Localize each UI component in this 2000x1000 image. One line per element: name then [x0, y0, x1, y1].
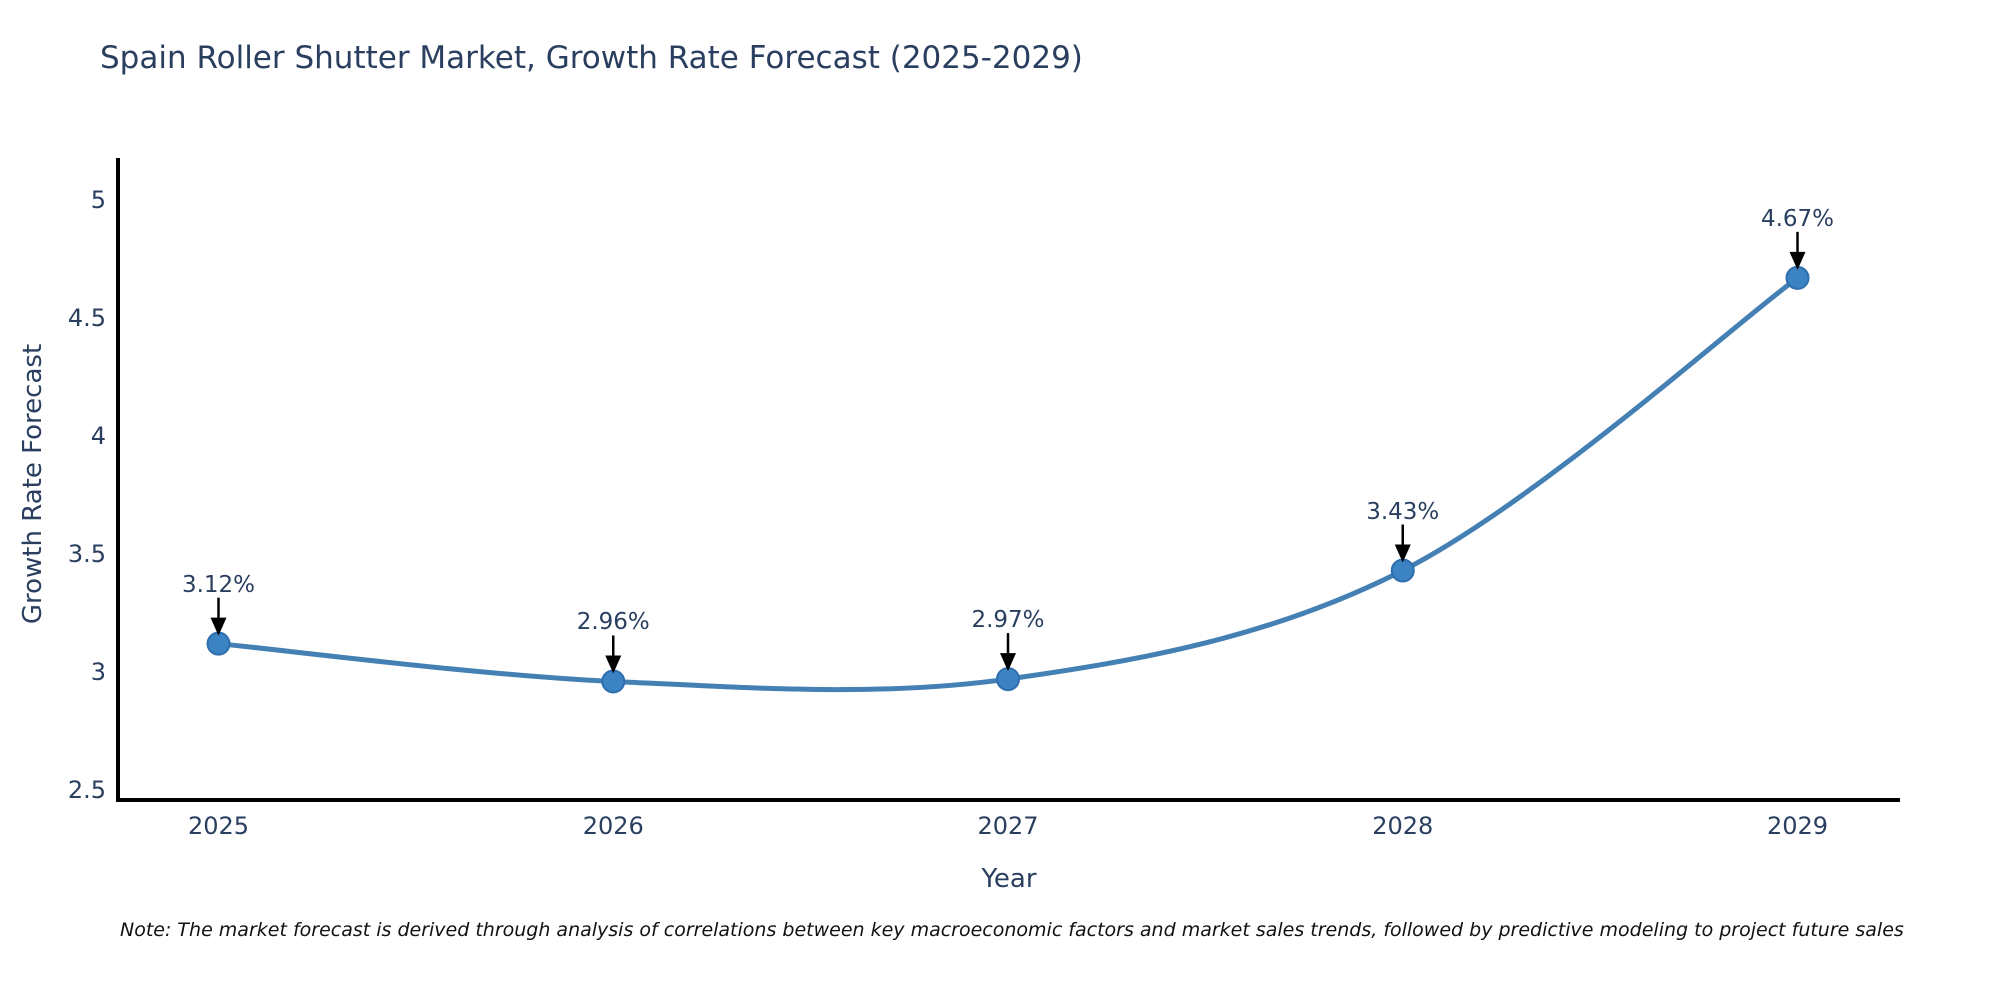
- forecast-line: [216, 275, 1800, 693]
- data-point-label: 3.12%: [181, 571, 256, 598]
- annotation-arrowhead-icon: [210, 617, 227, 636]
- x-axis-title: Year: [981, 864, 1037, 894]
- x-tick-label: 2029: [1766, 812, 1829, 840]
- data-point-marker[interactable]: [1390, 558, 1415, 583]
- x-tick-label: 2026: [582, 812, 644, 840]
- footnote: Note: The market forecast is derived thr…: [120, 919, 1904, 941]
- x-tick-label: 2028: [1372, 812, 1434, 840]
- data-point-label: 4.67%: [1760, 205, 1835, 232]
- y-tick-label: 3.5: [67, 540, 106, 568]
- y-tick-label: 2.5: [67, 776, 106, 804]
- y-tick-label: 5: [90, 186, 106, 214]
- data-point-marker[interactable]: [996, 667, 1020, 692]
- x-tick-label: 2027: [977, 812, 1039, 840]
- data-point-label: 3.43%: [1366, 498, 1440, 525]
- y-tick-label: 4: [90, 422, 106, 450]
- data-point-label: 2.96%: [576, 609, 650, 636]
- chart-title: Spain Roller Shutter Market, Growth Rate…: [100, 40, 1083, 76]
- y-tick-label: 4.5: [67, 304, 106, 332]
- annotation-arrowhead-icon: [1394, 544, 1411, 563]
- y-tick-label: 3: [90, 658, 106, 686]
- data-point-marker[interactable]: [206, 631, 231, 656]
- annotation-arrowhead-icon: [1789, 251, 1806, 270]
- x-tick-label: 2025: [187, 812, 250, 840]
- data-point-marker[interactable]: [601, 669, 626, 694]
- annotation-arrowhead-icon: [1000, 653, 1016, 672]
- data-point-marker[interactable]: [1785, 265, 1810, 290]
- annotation-arrowhead-icon: [605, 655, 622, 674]
- data-point-label: 2.97%: [971, 607, 1045, 634]
